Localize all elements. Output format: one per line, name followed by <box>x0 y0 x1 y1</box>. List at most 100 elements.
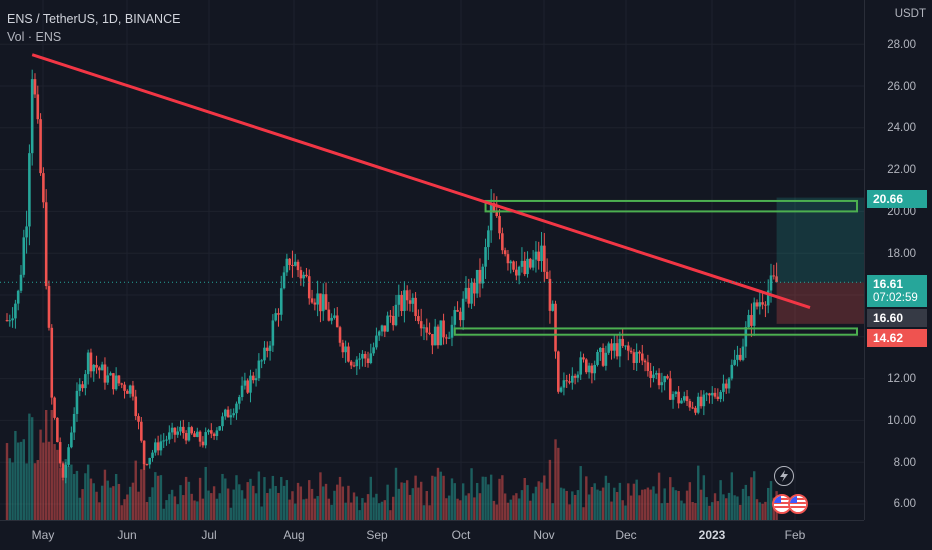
candle-body <box>179 426 182 432</box>
volume-bar <box>358 510 361 520</box>
volume-bar <box>702 475 706 520</box>
volume-bar <box>16 442 20 520</box>
candle-body <box>229 415 233 418</box>
candle-body <box>568 381 571 383</box>
volume-bar <box>207 490 210 520</box>
symbol-title[interactable]: ENS / TetherUS, 1D, BINANCE <box>7 12 181 26</box>
volume-bar <box>140 469 143 520</box>
volume-bar <box>341 486 345 520</box>
volume-bar <box>316 496 319 520</box>
candle-body <box>335 315 339 328</box>
candle-body <box>349 361 353 366</box>
stop-price-label[interactable]: 14.62 <box>867 329 927 347</box>
candle-body <box>240 385 244 398</box>
volume-bar <box>364 502 367 520</box>
volume-bar <box>75 470 79 520</box>
volume-bar <box>145 502 149 520</box>
volume-bar <box>657 472 661 520</box>
volume-bar <box>333 490 336 520</box>
volume-bar <box>621 500 624 520</box>
volume-bar <box>53 444 56 520</box>
candle-body <box>221 416 224 427</box>
volume-bar <box>730 472 734 520</box>
candle-body <box>585 359 588 373</box>
price-scale[interactable]: USDT 28.00 26.00 24.00 22.00 20.00 18.00… <box>864 0 932 520</box>
volume-bar <box>249 478 252 520</box>
candle-body <box>660 382 664 386</box>
volume-bar <box>266 493 269 520</box>
candle-body <box>772 275 776 277</box>
candle-body <box>775 276 778 283</box>
chart-area[interactable]: ENS / TetherUS, 1D, BINANCE Vol · ENS <box>0 0 864 520</box>
us-flag-icon[interactable] <box>788 494 808 514</box>
volume-bar <box>587 494 591 520</box>
last-price-value: 16.61 <box>873 277 904 291</box>
candle-body <box>593 364 596 374</box>
candle-body <box>447 337 451 339</box>
entry-price-label[interactable]: 16.60 <box>867 309 927 327</box>
candle-body <box>531 259 535 268</box>
volume-bar <box>280 476 283 520</box>
volume-legend[interactable]: Vol · ENS <box>7 30 62 44</box>
candle-body <box>512 261 515 270</box>
price-tick: 26.00 <box>887 81 916 93</box>
last-price-label[interactable]: 16.61 07:02:59 <box>867 275 927 307</box>
volume-bar <box>456 498 459 520</box>
candle-body <box>529 258 532 268</box>
volume-bar <box>417 487 420 520</box>
candle-body <box>369 353 373 364</box>
time-tick: Aug <box>283 528 305 542</box>
volume-bar <box>498 478 501 520</box>
volume-bar <box>277 492 280 520</box>
volume-bar <box>229 507 233 520</box>
target-price-label[interactable]: 20.66 <box>867 190 927 208</box>
volume-bar <box>100 485 104 520</box>
time-scale[interactable]: May Jun Jul Aug Sep Oct Nov Dec 2023 Feb <box>0 520 864 550</box>
volume-bar <box>168 494 171 520</box>
volume-bar <box>282 485 286 520</box>
volume-bar <box>131 482 135 520</box>
volume-bar <box>308 480 311 520</box>
volume-bar <box>106 480 109 520</box>
volume-bar <box>50 410 53 520</box>
time-tick: 2023 <box>698 528 726 542</box>
us-flag-icon[interactable] <box>772 494 792 514</box>
volume-bar <box>61 478 65 520</box>
candle-body <box>137 416 140 422</box>
candle-body <box>123 384 126 391</box>
volume-bar <box>327 498 331 520</box>
candle-body <box>114 375 118 390</box>
volume-bar <box>492 500 496 520</box>
volume-bar <box>378 503 381 520</box>
volume-bar <box>727 492 731 520</box>
price-tick: 10.00 <box>887 415 916 427</box>
candle-body <box>347 346 350 362</box>
candle-body <box>755 302 759 307</box>
volume-bar <box>243 498 247 520</box>
candle-body <box>201 441 205 446</box>
candle-body <box>562 380 566 388</box>
candle-body <box>291 265 294 267</box>
flash-icon[interactable] <box>774 466 794 486</box>
volume-bar <box>624 505 627 520</box>
volume-bar <box>590 486 594 520</box>
candle-body <box>503 250 507 255</box>
volume-bar <box>529 500 532 520</box>
price-chart-canvas[interactable] <box>0 0 864 520</box>
volume-bar <box>67 465 70 520</box>
candle-body <box>615 343 619 357</box>
price-tick: 18.00 <box>887 248 916 260</box>
volume-bar <box>19 441 23 520</box>
candle-body <box>654 373 658 375</box>
candle-body <box>590 365 594 374</box>
candle-body <box>601 347 605 366</box>
volume-bar <box>674 490 678 520</box>
volume-bar <box>226 488 230 520</box>
candle-body <box>106 375 110 383</box>
candle-body <box>520 260 524 267</box>
candle-body <box>215 430 219 436</box>
volume-bar <box>179 485 182 520</box>
candle-body <box>120 383 124 385</box>
volume-bar <box>263 477 266 520</box>
volume-bar <box>576 490 580 520</box>
